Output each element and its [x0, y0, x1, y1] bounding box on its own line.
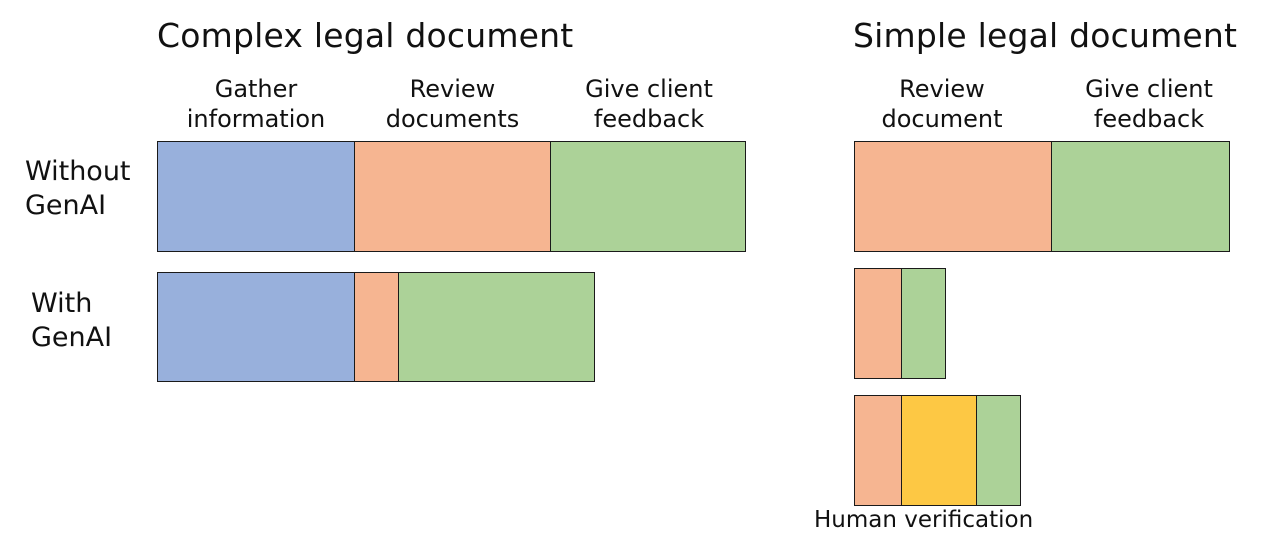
row-label-without-genai: Without GenAI [25, 156, 131, 221]
row-label-with-genai: With GenAI [31, 288, 113, 353]
review-documents-segment [354, 272, 399, 382]
complex-title: Complex legal document [157, 16, 574, 55]
gather-information-segment [157, 272, 355, 382]
review-document-segment [854, 395, 902, 506]
review-document-segment [854, 268, 902, 379]
give-client-feedback-segment [976, 395, 1021, 506]
give-client-feedback-segment [901, 268, 946, 379]
give-client-feedback-segment [398, 272, 595, 382]
gather-information-segment [157, 141, 355, 252]
simple-title: Simple legal document [853, 16, 1238, 55]
header-give-client-feedback: Give client feedback [585, 75, 713, 133]
human-verification-caption: Human verification [814, 507, 1034, 533]
header-review-documents: Review documents [385, 75, 520, 133]
human-verification-segment [901, 395, 977, 506]
header-review-document: Review document [881, 75, 1003, 133]
review-documents-segment [354, 141, 551, 252]
review-document-segment [854, 141, 1052, 252]
give-client-feedback-segment [1051, 141, 1230, 252]
header-simple-give-client-feedback: Give client feedback [1085, 75, 1213, 133]
give-client-feedback-segment [550, 141, 746, 252]
header-gather-information: Gather information [186, 75, 326, 133]
